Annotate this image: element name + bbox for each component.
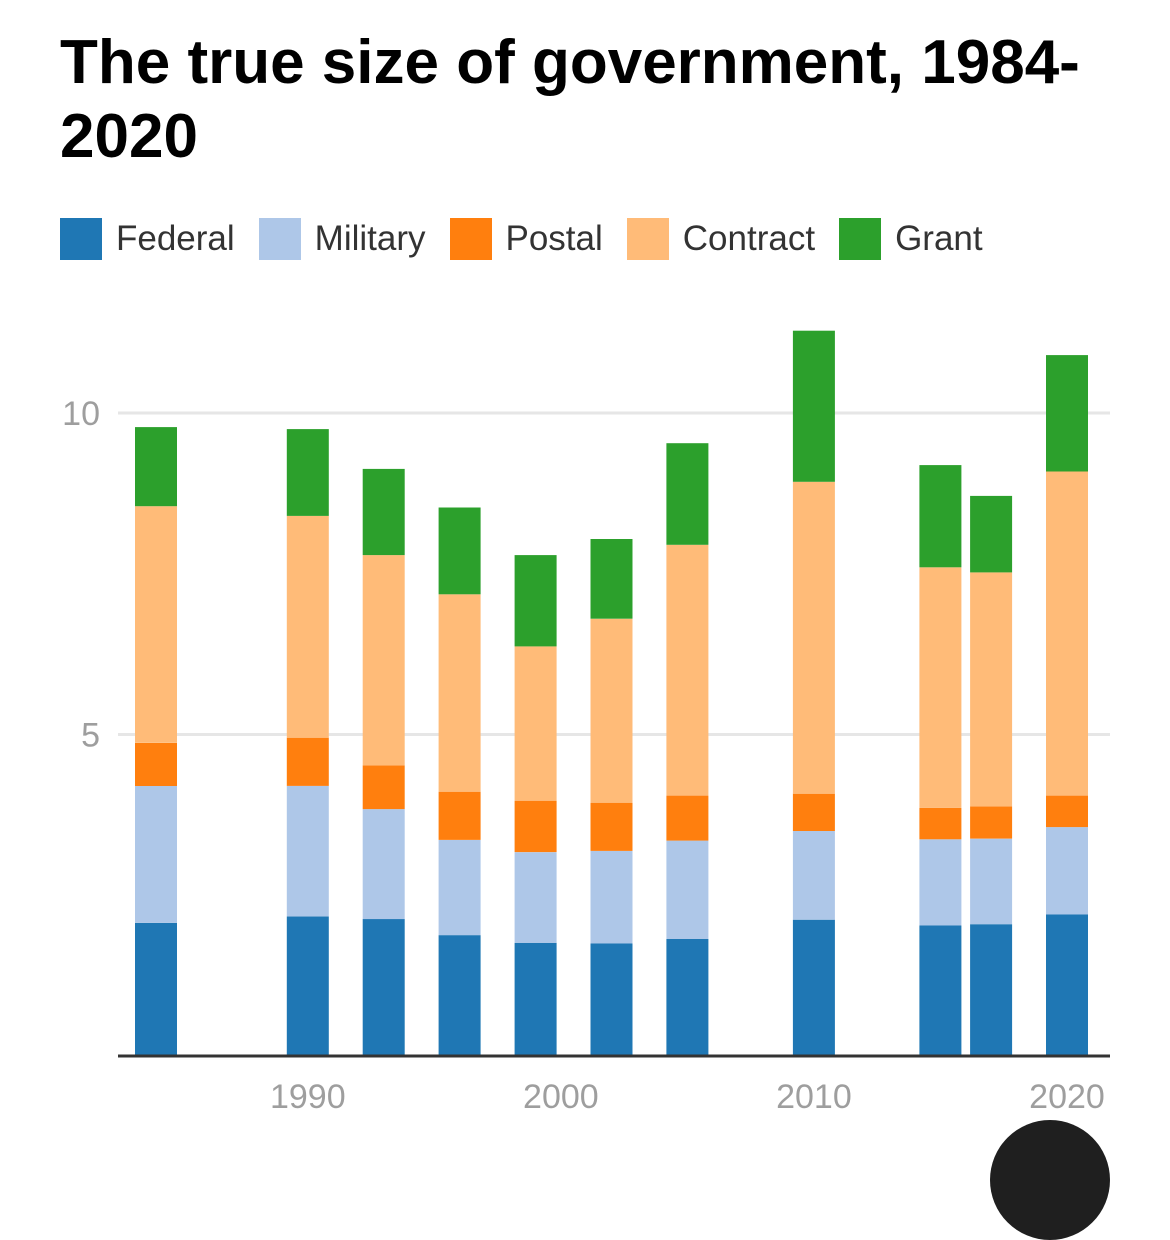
floating-action-button[interactable] [990, 1120, 1110, 1240]
bar-segment-contract [1046, 471, 1088, 796]
x-tick-label: 2000 [523, 1078, 599, 1116]
bar-segment-contract [514, 646, 557, 801]
bar-segment-military [362, 809, 405, 920]
bar-segment-postal [514, 800, 557, 853]
bar-segment-military [970, 838, 1013, 925]
bar-segment-military [1046, 827, 1088, 915]
bar-segment-grant [970, 495, 1013, 573]
bar-segment-military [438, 840, 481, 936]
x-tick-label: 1990 [270, 1078, 346, 1116]
bar-segment-contract [666, 544, 709, 796]
bar-segment-military [135, 785, 177, 923]
bar-segment-federal [1046, 914, 1088, 1056]
bar-segment-postal [438, 791, 481, 840]
legend-label: Contract [682, 219, 816, 258]
bar-segment-federal [919, 925, 962, 1056]
legend-label: Postal [505, 219, 603, 258]
legend-swatch [60, 218, 102, 260]
bar-segment-contract [135, 506, 177, 743]
bar-segment-military [919, 839, 962, 926]
bar-segment-postal [792, 793, 835, 831]
bar-segment-postal [1046, 795, 1088, 828]
bar-segment-postal [970, 806, 1013, 839]
chart-title: The true size of government, 1984-2020 [60, 28, 1080, 171]
legend-item-contract: Contract [626, 218, 816, 260]
bar-segment-federal [666, 939, 709, 1056]
bar-segment-contract [970, 572, 1013, 807]
chart-area: 5 10 1990 2000 2010 2020 [62, 330, 1110, 1116]
legend-swatch [626, 218, 669, 260]
bar-segment-contract [792, 481, 835, 794]
legend-item-federal: Federal [60, 218, 235, 260]
bar-segment-grant [792, 330, 835, 482]
bar-segment-contract [286, 515, 329, 738]
bar-segment-grant [590, 539, 633, 619]
bar-segment-grant [286, 429, 329, 516]
bar-segment-contract [362, 555, 405, 766]
bar-segment-grant [438, 507, 481, 595]
legend-label: Military [314, 219, 426, 258]
bar-segment-federal [590, 943, 633, 1056]
bar-segment-military [666, 840, 709, 939]
bar-segment-postal [286, 737, 329, 786]
bar-segment-grant [362, 468, 405, 556]
bar-segment-military [792, 831, 835, 920]
bar-segment-postal [362, 765, 405, 810]
bar-segment-postal [919, 807, 962, 840]
bar-segment-military [514, 852, 557, 943]
legend-swatch [839, 218, 882, 260]
bar-segment-federal [792, 919, 835, 1056]
bar-segment-postal [590, 802, 633, 851]
bar-segment-postal [666, 795, 709, 841]
bar-segment-federal [438, 935, 481, 1056]
bar-segment-contract [590, 618, 633, 803]
y-tick-label: 5 [81, 717, 100, 755]
bar-segment-grant [919, 465, 962, 568]
bar-segment-federal [286, 916, 329, 1056]
bar-segment-grant [1046, 355, 1088, 472]
y-tick-label: 10 [62, 395, 100, 433]
bar-segment-federal [970, 924, 1013, 1056]
bar-segment-federal [514, 942, 557, 1056]
bar-segment-federal [362, 919, 405, 1056]
bar-segment-military [590, 850, 633, 944]
bar-segment-contract [438, 594, 481, 792]
legend: Federal Military Postal Contract Grant [60, 216, 1007, 262]
bar-segment-grant [666, 443, 709, 545]
legend-item-military: Military [258, 218, 426, 260]
bar-segment-postal [135, 742, 177, 786]
legend-item-grant: Grant [839, 218, 983, 260]
x-tick-label: 2020 [1029, 1078, 1105, 1116]
bar-segment-military [286, 785, 329, 917]
legend-label: Grant [895, 219, 983, 258]
bar-segment-grant [135, 427, 177, 507]
bar-segment-federal [135, 922, 177, 1056]
bar-segment-contract [919, 567, 962, 808]
x-tick-label: 2010 [776, 1078, 852, 1116]
bar-segment-grant [514, 555, 557, 647]
legend-item-postal: Postal [449, 218, 603, 260]
legend-swatch [258, 218, 301, 260]
legend-swatch [449, 218, 492, 260]
legend-label: Federal [116, 219, 235, 258]
